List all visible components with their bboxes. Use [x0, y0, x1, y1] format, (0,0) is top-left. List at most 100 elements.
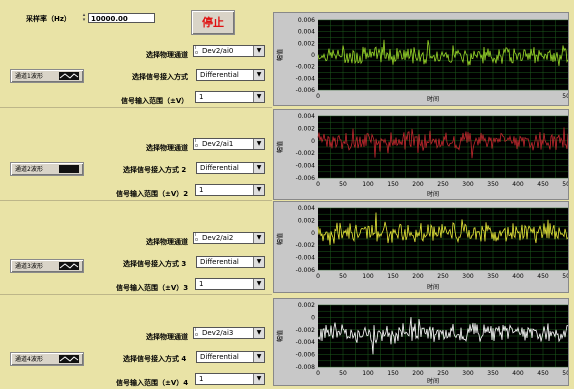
x-tick-label: 100 — [362, 273, 374, 280]
graph-ylabel: 幅值 — [276, 330, 284, 342]
waveform-graph-3[interactable]: 0.004 0.002 0 -0.002 -0.004 -0.006 0 50 100 150 20… — [273, 201, 574, 293]
sample-rate-label: 采样率（Hz） — [26, 15, 71, 23]
y-tick-label: -0.006 — [296, 352, 316, 359]
x-tick-label: 350 — [487, 273, 499, 280]
x-tick-label: 50 — [339, 273, 347, 280]
y-tick-label: -0.006 — [296, 175, 316, 182]
x-tick-label: 400 — [512, 370, 524, 377]
waveform-button-2[interactable]: 通道2波形 — [10, 162, 84, 176]
x-tick-label: 450 — [537, 370, 549, 377]
x-tick-label: 200 — [412, 273, 424, 280]
terminal-config-select[interactable]: Differential ▼ — [196, 351, 265, 363]
y-tick-label: -0.008 — [296, 364, 316, 371]
chevron-down-icon[interactable]: ▼ — [253, 92, 264, 102]
chevron-down-icon[interactable]: ▼ — [253, 374, 264, 384]
chevron-down-icon[interactable]: ▼ — [253, 185, 264, 195]
y-tick-label: 0.004 — [298, 113, 315, 120]
x-tick-label: 350 — [487, 181, 499, 188]
chevron-down-icon[interactable]: ▼ — [253, 233, 264, 243]
graph-xlabel: 时间 — [427, 190, 439, 198]
x-tick-label: 450 — [537, 181, 549, 188]
channel-label: 选择物理通道 — [146, 333, 188, 341]
input-range-select[interactable]: 1 ▼ — [195, 278, 265, 290]
x-tick-label: 150 — [387, 273, 399, 280]
waveform-icon — [59, 165, 79, 173]
waveform-icon — [59, 355, 79, 363]
waveform-button-4[interactable]: 通道4波形 — [10, 352, 84, 366]
stop-button[interactable]: 停止 — [191, 10, 235, 35]
x-tick-label: 300 — [462, 181, 474, 188]
graph-xlabel: 时间 — [427, 377, 439, 385]
x-tick-label: 100 — [362, 370, 374, 377]
x-tick-label: 500 — [562, 93, 568, 100]
y-tick-label: -0.002 — [296, 64, 316, 71]
x-tick-label: 250 — [437, 370, 449, 377]
chevron-down-icon[interactable]: ▼ — [253, 70, 264, 80]
chevron-down-icon[interactable]: ▼ — [253, 279, 264, 289]
x-tick-label: 0 — [316, 370, 320, 377]
y-tick-label: 0 — [311, 52, 315, 59]
y-tick-label: -0.004 — [296, 163, 316, 170]
terminal-config-select[interactable]: Differential ▼ — [196, 162, 265, 174]
x-tick-label: 150 — [387, 370, 399, 377]
y-tick-label: -0.002 — [296, 327, 316, 334]
chevron-down-icon[interactable]: ▼ — [253, 352, 264, 362]
x-tick-label: 350 — [487, 370, 499, 377]
y-tick-label: 0.004 — [298, 29, 315, 36]
input-range-select[interactable]: 1 ▼ — [195, 184, 265, 196]
chevron-down-icon[interactable]: ▼ — [253, 163, 264, 173]
input-range-select[interactable]: 1 ▼ — [195, 91, 265, 103]
waveform-trace — [317, 127, 569, 159]
x-tick-label: 0 — [316, 181, 320, 188]
terminal-label: 选择信号接入方式 3 — [123, 260, 187, 268]
channel-label: 选择物理通道 — [146, 238, 188, 246]
waveform-button-1[interactable]: 通道1波形 — [10, 69, 84, 83]
terminal-config-select[interactable]: Differential ▼ — [196, 69, 265, 81]
x-tick-label: 450 — [537, 273, 549, 280]
x-tick-label: 0 — [316, 273, 320, 280]
y-tick-label: -0.006 — [296, 267, 316, 274]
channel-label: 选择物理通道 — [146, 144, 188, 152]
x-tick-label: 0 — [316, 93, 320, 100]
y-tick-label: 0 — [311, 230, 315, 237]
x-tick-label: 500 — [562, 181, 568, 188]
y-tick-label: 0.002 — [298, 302, 315, 309]
chevron-down-icon[interactable]: ▼ — [253, 46, 264, 56]
sample-rate-stepper[interactable]: ▴ ▾ — [82, 12, 86, 23]
input-range-select[interactable]: 1 ▼ — [195, 373, 265, 385]
section-divider — [0, 294, 272, 295]
range-label: 信号输入范围（±V）2 — [116, 190, 189, 198]
section-divider — [0, 200, 272, 201]
x-tick-label: 300 — [462, 370, 474, 377]
y-tick-label: 0.006 — [298, 17, 315, 24]
chevron-down-icon[interactable]: ▼ — [253, 139, 264, 149]
terminal-label: 选择信号接入方式 4 — [123, 355, 187, 363]
chevron-down-icon[interactable]: ▼ — [253, 328, 264, 338]
x-tick-label: 200 — [412, 181, 424, 188]
x-tick-label: 400 — [512, 181, 524, 188]
graph-ylabel: 幅值 — [276, 141, 284, 153]
waveform-graph-2[interactable]: 0.004 0.002 0 -0.002 -0.004 -0.006 0 50 100 150 20… — [273, 109, 574, 200]
y-tick-label: -0.002 — [296, 150, 316, 157]
x-tick-label: 500 — [562, 370, 568, 377]
waveform-trace — [317, 212, 569, 246]
terminal-config-select[interactable]: Differential ▼ — [196, 256, 265, 268]
waveform-button-3[interactable]: 通道3波形 — [10, 259, 84, 273]
y-tick-label: -0.004 — [296, 255, 316, 262]
y-tick-label: 0.002 — [298, 40, 315, 47]
waveform-graph-4[interactable]: 0.002 0 -0.002 -0.004 -0.006 -0.008 0 50 100 150 2… — [273, 298, 574, 386]
x-tick-label: 100 — [362, 181, 374, 188]
sample-rate-input[interactable]: 10000.00 — [88, 13, 155, 23]
graph-ylabel: 幅值 — [276, 233, 284, 245]
x-tick-label: 150 — [387, 181, 399, 188]
x-tick-label: 300 — [462, 273, 474, 280]
chevron-down-icon[interactable]: ▼ — [253, 257, 264, 267]
